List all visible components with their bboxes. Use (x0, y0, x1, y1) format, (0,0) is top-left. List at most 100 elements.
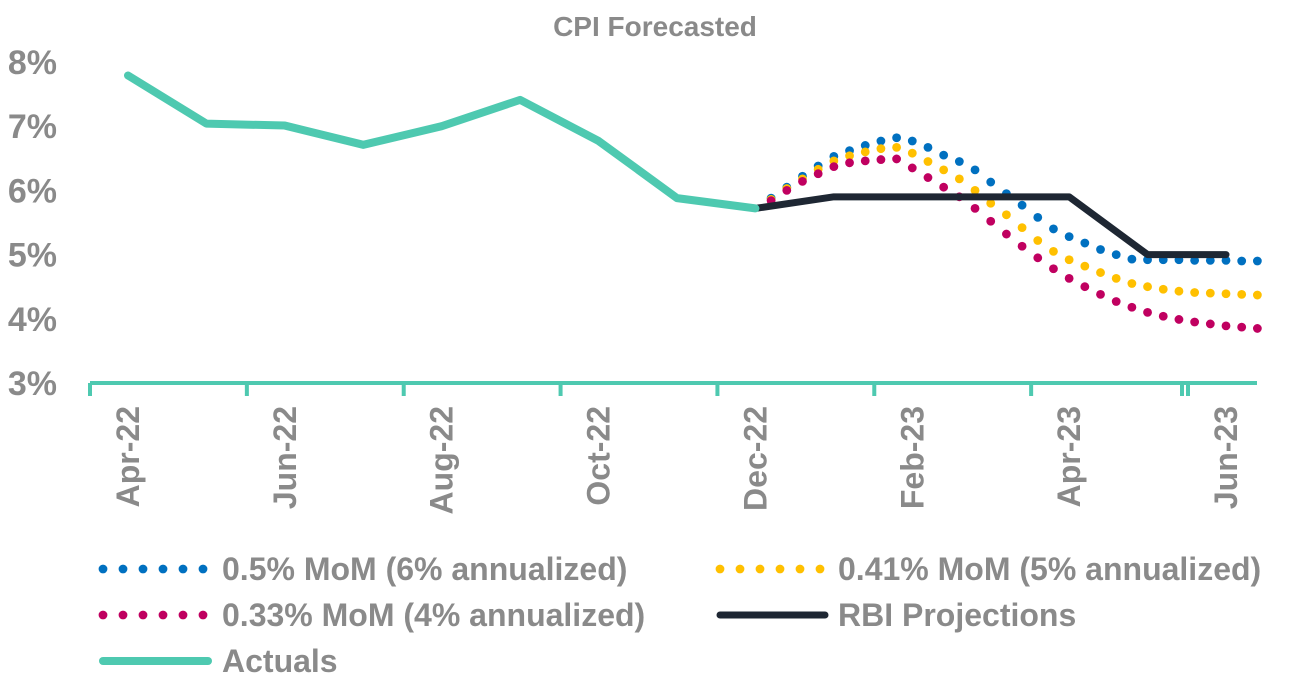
x-tick-label: Apr-23 (1051, 406, 1087, 507)
legend-dot (775, 564, 785, 574)
series-point (923, 173, 933, 182)
legend-dot (98, 564, 108, 574)
series-point (1049, 264, 1058, 274)
series-point (1190, 288, 1200, 297)
legend-label: 0.33% MoM (4% annualized) (222, 597, 645, 633)
legend-dot (198, 564, 208, 574)
plot-area (124, 71, 1262, 333)
series-point (1080, 238, 1090, 248)
legend-dot (815, 564, 825, 574)
legend-dot (178, 564, 188, 574)
series-point (939, 165, 949, 175)
series-point (813, 169, 823, 179)
series-point (1002, 229, 1011, 239)
series-point (1252, 256, 1262, 266)
series-point (1096, 245, 1105, 254)
series-point (954, 157, 964, 166)
series-point (1017, 241, 1027, 251)
series-point (860, 147, 870, 157)
legend-label: 0.5% MoM (6% annualized) (222, 551, 627, 587)
series-point (1221, 321, 1231, 331)
series-point (1237, 290, 1247, 299)
series-point (1174, 286, 1184, 296)
series-point (1080, 282, 1090, 292)
series-point (923, 157, 933, 166)
series-point (845, 158, 854, 168)
actuals-line (124, 71, 760, 213)
legend-label: 0.41% MoM (5% annualized) (838, 551, 1261, 587)
legend-dot (138, 610, 148, 620)
series-point (1049, 246, 1058, 256)
series-point (1096, 268, 1105, 277)
legend-swatch (715, 564, 825, 574)
series-point (907, 163, 917, 173)
series-point (1096, 290, 1105, 299)
series-point (1127, 302, 1137, 312)
legend-dot (98, 610, 108, 620)
legend-dot (715, 564, 725, 574)
series-point (1111, 297, 1121, 306)
series-point (1064, 273, 1074, 283)
legend-item-0: 0.5% MoM (6% annualized) (98, 551, 627, 587)
x-tick-label: Oct-22 (581, 406, 617, 506)
series-point (970, 165, 980, 175)
legend-dot (138, 564, 148, 574)
series-point (1002, 210, 1011, 220)
legend-dot (198, 610, 208, 620)
series-point (986, 177, 996, 187)
series-point (1158, 311, 1168, 321)
series-point (1111, 273, 1121, 283)
series-point (1205, 255, 1215, 265)
series-point (939, 150, 949, 160)
series-point (1017, 223, 1027, 233)
series-point (907, 148, 917, 158)
series-point (907, 136, 917, 146)
series-point (1111, 250, 1121, 259)
x-tick-label: Dec-22 (737, 406, 773, 511)
legend-swatch (98, 610, 208, 620)
series-point (782, 186, 792, 195)
legend-item-3: RBI Projections (716, 597, 1076, 633)
legend-dot (118, 610, 128, 620)
series-point (876, 144, 886, 154)
legend-dot (118, 564, 128, 574)
series-point (1033, 212, 1043, 222)
series-point (1143, 307, 1152, 317)
legend-label: RBI Projections (838, 597, 1076, 633)
series-point (1221, 289, 1231, 299)
legend-dot (795, 564, 805, 574)
chart-title: CPI Forecasted (553, 11, 757, 42)
series-point (845, 151, 854, 161)
series-point (1190, 255, 1200, 265)
x-axis-ticks: Apr-22 Jun-22 Aug-22 Oct-22 Dec-22 Feb-2… (110, 406, 1244, 514)
series-point (1174, 315, 1184, 324)
series-point (798, 177, 807, 186)
series-point (1080, 261, 1090, 271)
rbi-projection-line (751, 193, 1230, 259)
series-point (1064, 232, 1074, 242)
series-point (986, 198, 996, 208)
legend-dot (735, 564, 745, 574)
series-point (970, 203, 980, 213)
series-point (970, 186, 980, 195)
series-point (1205, 319, 1215, 329)
legend-item-4: Actuals (99, 643, 338, 679)
legend-item-2: 0.33% MoM (4% annualized) (98, 597, 645, 633)
legend-dot (178, 610, 188, 620)
x-tick-label: Jun-23 (1208, 406, 1244, 509)
y-tick-label: 4% (8, 301, 57, 339)
series-point (939, 182, 949, 192)
series-point (1033, 236, 1043, 245)
series-point (876, 155, 886, 164)
series-point (1205, 288, 1215, 298)
x-axis (88, 381, 1257, 396)
series-point (1221, 255, 1231, 265)
series-point (892, 154, 901, 164)
series-point (1158, 284, 1168, 294)
series-point (1143, 282, 1152, 292)
legend-swatch (98, 564, 208, 574)
series-point (892, 133, 901, 143)
series-point (1190, 317, 1200, 327)
y-tick-label: 5% (8, 237, 57, 275)
